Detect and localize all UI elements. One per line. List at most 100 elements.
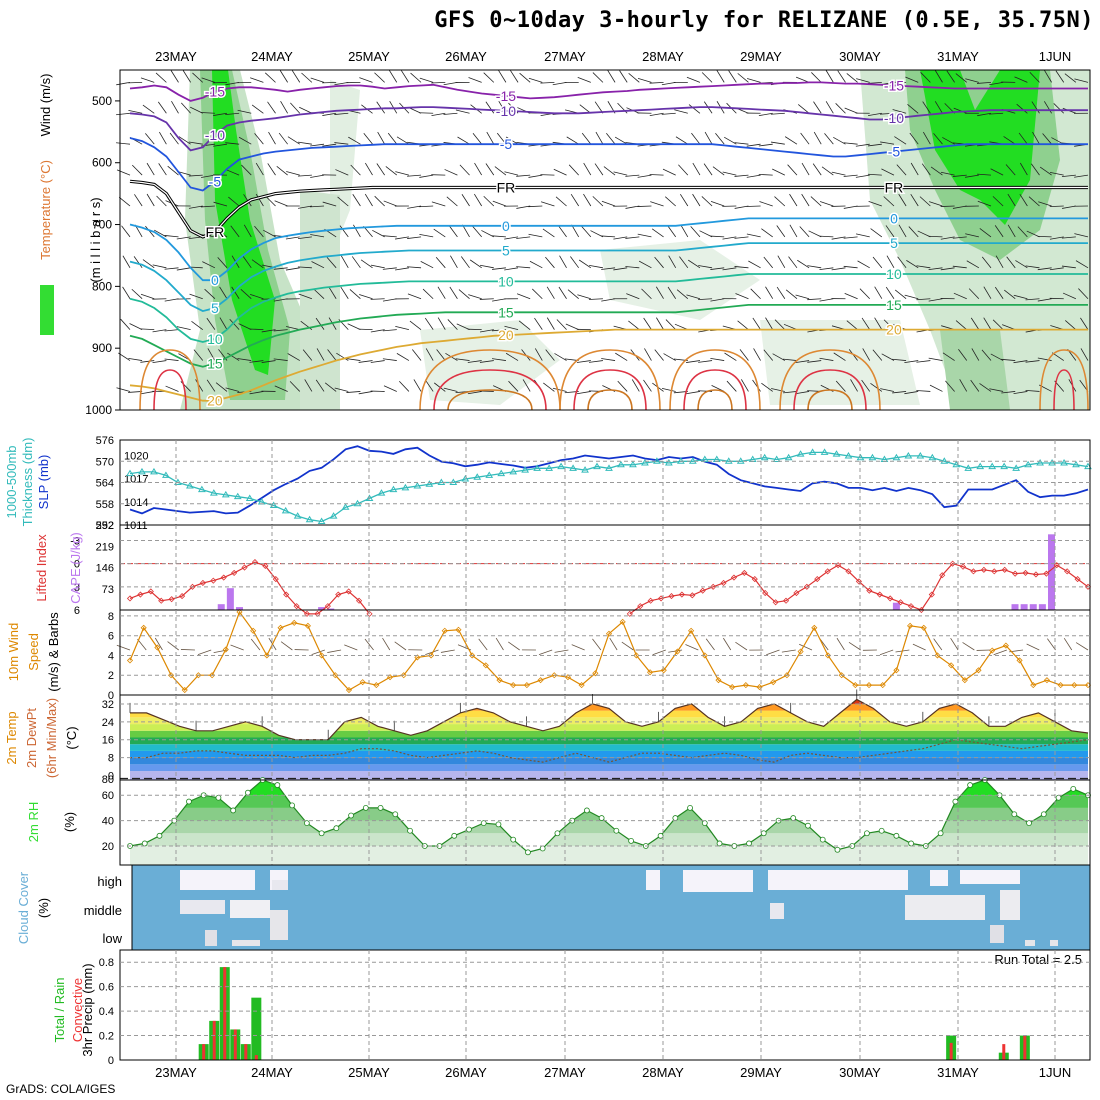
thickness-point [1048, 459, 1056, 466]
wind-barb [267, 101, 276, 114]
thickness-point [185, 482, 194, 489]
x-tick-label-top: 26MAY [445, 49, 487, 64]
wind-barb [942, 137, 955, 145]
wind-barb [609, 637, 618, 651]
isotherm-label: -10 [205, 127, 225, 143]
wind-barb [116, 387, 131, 392]
wind-barb [1001, 358, 1016, 361]
wind-barb [197, 649, 212, 655]
wind-barb [625, 236, 640, 239]
rh-line [129, 779, 1089, 853]
wind-barb [879, 649, 894, 656]
wind-barb [558, 286, 567, 299]
wind-barb [626, 293, 640, 300]
wind-barb [833, 352, 846, 361]
wind-barb [867, 81, 882, 84]
wind-barb [1030, 163, 1040, 176]
wind-barb [811, 72, 822, 83]
wind-speed-point [824, 652, 832, 659]
wind-barb [1049, 267, 1064, 271]
wind-barb [1061, 236, 1076, 239]
wind-barb [1032, 131, 1040, 145]
wind-barb [374, 72, 385, 83]
wind-barb [407, 266, 422, 269]
wind-barb [201, 174, 215, 178]
wind-barb [637, 205, 652, 207]
wind-barb [554, 649, 569, 653]
wind-barb [1029, 71, 1040, 83]
isotherm-label: 10 [207, 331, 223, 347]
temp-band [130, 757, 1088, 765]
wind-barb [128, 81, 143, 84]
wind-barb [217, 257, 228, 269]
wind-barb [643, 379, 652, 392]
wind-barb [601, 298, 616, 302]
wind-barb [505, 136, 519, 145]
thickness-point [545, 464, 554, 471]
thickness-point [413, 482, 422, 489]
wind-barb [567, 289, 579, 300]
wind-barb [952, 174, 967, 177]
rh-point [539, 845, 546, 852]
y-tick-label: 6 [108, 631, 114, 643]
wind-barb [583, 193, 592, 207]
rh-point [1011, 811, 1018, 818]
wind-barb [116, 644, 131, 651]
wind-barb [763, 256, 774, 269]
isotherm-label: -10 [496, 103, 516, 119]
rh-point [245, 789, 251, 796]
cloud-cell [1050, 940, 1058, 946]
wind-barb [705, 638, 715, 651]
wind-barb [344, 644, 358, 651]
rh-point [407, 827, 413, 834]
wind-barb [989, 112, 1004, 115]
wind-barb [346, 358, 361, 361]
isotherm-label: 15 [207, 356, 223, 372]
wind-barb [704, 131, 713, 145]
wind-barb [1016, 103, 1028, 114]
wind-barb [892, 391, 907, 394]
wind-barb [688, 104, 701, 114]
wind-barb [1053, 103, 1065, 114]
wind-barb [955, 320, 967, 330]
wind-barb [1028, 196, 1040, 207]
wind-barb [1005, 164, 1016, 176]
li-point [366, 610, 373, 617]
wind-barb [146, 162, 155, 176]
legend-rh-swatch [40, 285, 54, 335]
wind-barb [661, 387, 676, 392]
wind-barb [254, 133, 264, 145]
wind-barb [516, 236, 531, 239]
wind-barb [1026, 643, 1040, 651]
wind-barb [297, 266, 312, 269]
wind-barb [883, 196, 895, 207]
wind-speed-point [359, 679, 366, 686]
cloud-cell [205, 930, 217, 946]
wind-speed-point [674, 648, 681, 655]
wind-barb [370, 360, 385, 363]
x-tick-label: 31MAY [937, 1065, 979, 1080]
wind-barb [276, 165, 288, 176]
wind-barb [358, 391, 373, 395]
wind-barb [472, 226, 482, 238]
rh-band [130, 820, 1088, 834]
wind-barb [922, 131, 931, 145]
wind-barb [964, 174, 979, 178]
wind-barb [962, 642, 975, 651]
wind-barb [479, 264, 494, 269]
wind-barb [758, 143, 773, 147]
wind-barb [921, 163, 931, 176]
rh-point [760, 830, 767, 837]
wind-barb [297, 174, 312, 177]
isotherm-label: -5 [888, 144, 901, 160]
wind-barb [140, 293, 155, 300]
thickness-point [293, 512, 302, 519]
wind-barb [350, 164, 361, 176]
isotherm-label: 20 [498, 327, 514, 343]
rh-point [687, 805, 693, 811]
thickness-point [976, 462, 985, 470]
wind-barb [280, 101, 288, 114]
wind-barb [663, 353, 676, 361]
wind-barb [843, 205, 858, 209]
isotherm-line [129, 217, 1088, 282]
